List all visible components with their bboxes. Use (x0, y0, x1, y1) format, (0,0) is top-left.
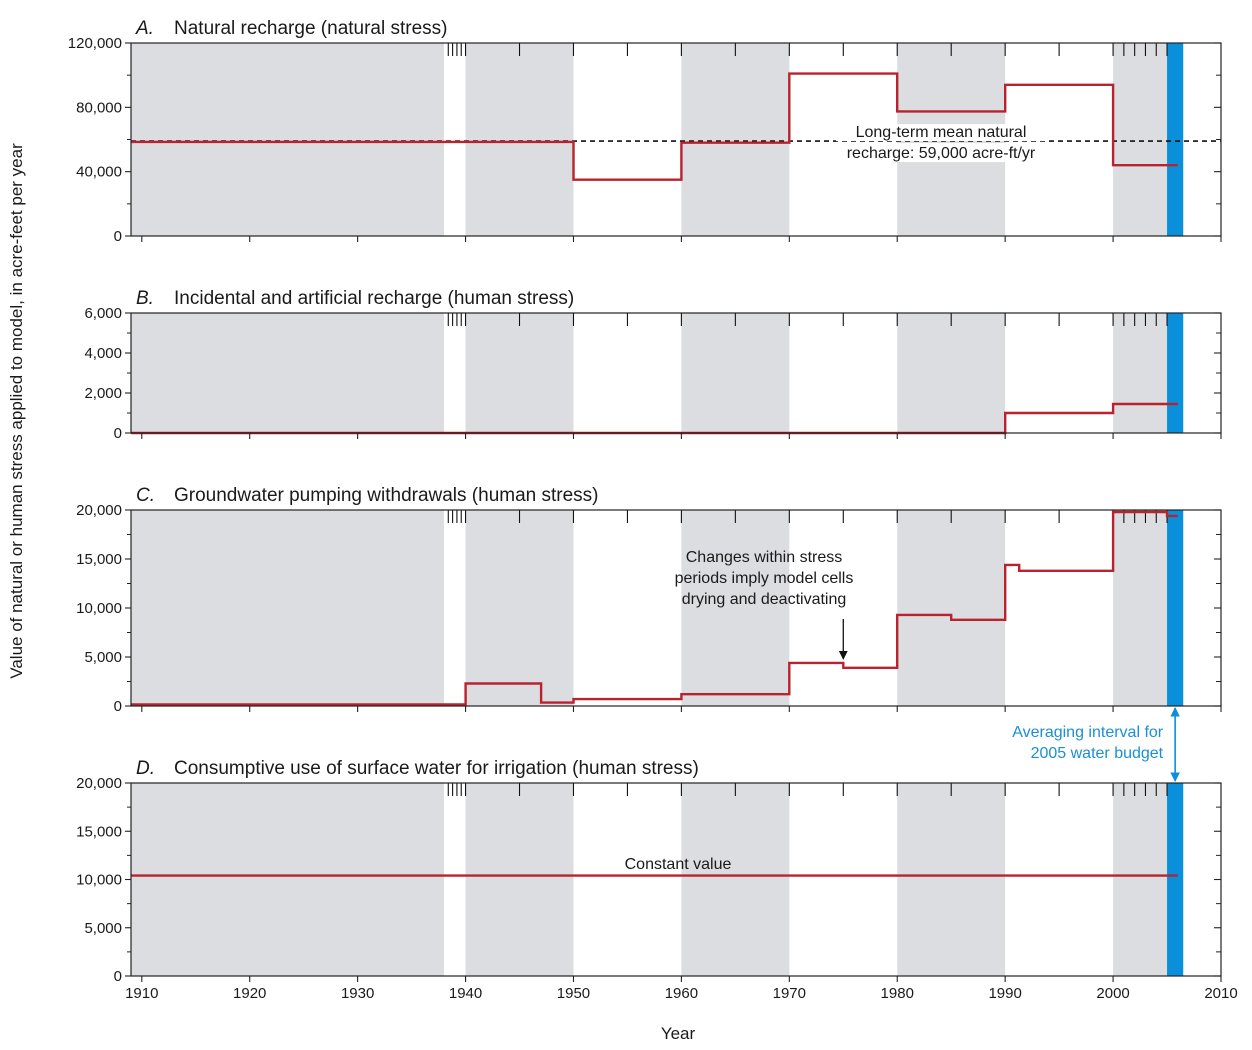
shaded-period-1 (465, 313, 574, 433)
y-tick-label: 15,000 (76, 823, 122, 840)
averaging-label-line2: 2005 water budget (1031, 745, 1164, 762)
mean-label-bg (836, 124, 1046, 142)
shaded-period-4 (1113, 510, 1168, 706)
averaging-interval-bar (1167, 43, 1184, 236)
panel-title: Natural recharge (natural stress) (174, 18, 448, 39)
y-tick-label: 10,000 (76, 600, 122, 617)
panel-b: 0 2,000 4,000 6,000 B. Incidental and artific… (84, 288, 1222, 442)
shaded-period-2 (681, 313, 790, 433)
y-tick-label: 2,000 (84, 385, 122, 402)
shaded-period-0 (131, 510, 444, 706)
x-axis-label: Year (661, 1024, 696, 1043)
shaded-period-2 (681, 783, 790, 976)
constant-value-label: Constant value (625, 856, 732, 873)
panel-c: 0 5,000 10,000 15,000 20,000 C. Groundwater pu… (76, 485, 1222, 715)
series-line-0 (131, 510, 1178, 706)
y-tick-label: 5,000 (84, 649, 122, 666)
y-axis-label: Value of natural or human stress applied… (7, 143, 26, 679)
panel-title: Consumptive use of surface water for irr… (174, 758, 699, 779)
averaging-label-line1: Averaging interval for (1012, 724, 1164, 741)
shared-annotations: 1910 1920 1930 1940 1950 1960 1970 1980 1990 2000… (125, 707, 1238, 1002)
panel-letter: D. (136, 758, 155, 779)
shaded-period-2 (681, 510, 790, 706)
shaded-period-0 (131, 313, 444, 433)
panel-letter: C. (136, 485, 155, 506)
y-tick-label: 80,000 (76, 99, 122, 116)
shaded-period-1 (465, 43, 574, 236)
panel-letter: A. (135, 18, 154, 39)
y-tick-label: 0 (114, 228, 122, 245)
shaded-period-4 (1113, 783, 1168, 976)
drying-note-line1: Changes within stress (686, 549, 843, 566)
drying-note-line2: periods imply model cells (675, 570, 854, 587)
mean-label-line1: Long-term mean natural (856, 124, 1027, 141)
y-tick-label: 0 (114, 968, 122, 985)
x-tick-label: 2000 (1096, 985, 1129, 1002)
x-tick-label: 1970 (773, 985, 806, 1002)
panel-a: Long-term mean natural recharge: 59,000 a… (68, 18, 1222, 245)
shaded-period-3 (897, 510, 1006, 706)
x-tick-label: 1990 (988, 985, 1021, 1002)
averaging-interval-bar (1167, 510, 1184, 706)
y-tick-label: 0 (114, 698, 122, 715)
shaded-period-2 (681, 43, 790, 236)
x-tick-label: 1940 (449, 985, 482, 1002)
y-tick-label: 120,000 (68, 35, 122, 52)
y-tick-label: 15,000 (76, 551, 122, 568)
y-tick-label: 40,000 (76, 164, 122, 181)
y-tick-label: 10,000 (76, 872, 122, 889)
drying-note-line3: drying and deactivating (682, 591, 847, 608)
x-tick-label: 1910 (125, 985, 158, 1002)
x-tick-label: 1980 (881, 985, 914, 1002)
x-tick-label: 1930 (341, 985, 374, 1002)
x-tick-label: 1950 (557, 985, 590, 1002)
mean-label-bg (826, 143, 1056, 163)
shaded-period-4 (1113, 43, 1168, 236)
mean-label-line2: recharge: 59,000 acre-ft/yr (847, 145, 1036, 162)
shaded-period-0 (131, 783, 444, 976)
y-tick-label: 20,000 (76, 502, 122, 519)
panel-d: 0 5,000 10,000 15,000 20,000 D. Consumptive us… (76, 758, 1222, 985)
panel-title: Groundwater pumping withdrawals (human s… (174, 485, 599, 506)
averaging-interval-bar (1167, 313, 1184, 433)
y-tick-label: 4,000 (84, 345, 122, 362)
y-tick-label: 0 (114, 425, 122, 442)
x-tick-label: 2010 (1204, 985, 1237, 1002)
series-line-0 (131, 72, 1178, 181)
shaded-period-3 (897, 313, 1006, 433)
shaded-period-4 (1113, 313, 1168, 433)
y-tick-label: 20,000 (76, 775, 122, 792)
y-tick-label: 6,000 (84, 305, 122, 322)
averaging-interval-bar (1167, 783, 1184, 976)
x-tick-label: 1960 (665, 985, 698, 1002)
shaded-period-1 (465, 510, 574, 706)
panel-letter: B. (136, 288, 154, 309)
x-tick-label: 1920 (233, 985, 266, 1002)
y-tick-label: 5,000 (84, 920, 122, 937)
shaded-period-1 (465, 783, 574, 976)
panel-title: Incidental and artificial recharge (huma… (174, 288, 574, 309)
shaded-period-3 (897, 783, 1006, 976)
shaded-period-0 (131, 43, 444, 236)
